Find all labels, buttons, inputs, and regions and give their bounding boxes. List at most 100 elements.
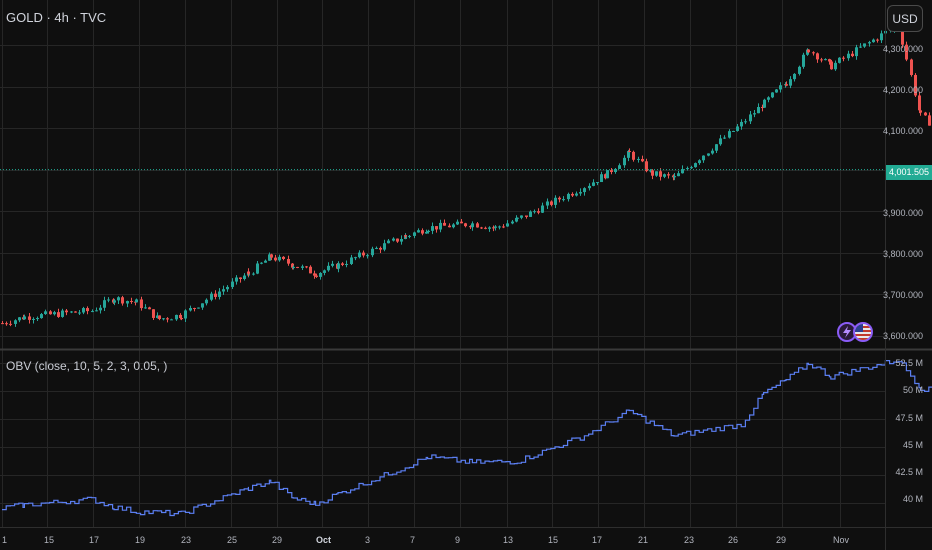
candle-body	[834, 62, 837, 70]
time-tick-label: 26	[728, 535, 739, 545]
candle-body	[694, 163, 697, 168]
candle-body	[404, 235, 407, 237]
currency-button[interactable]: USD	[887, 5, 923, 32]
candle-body	[851, 53, 854, 57]
candle-body	[830, 61, 833, 70]
candle-body	[554, 197, 557, 205]
time-tick-label: 17	[89, 535, 100, 545]
time-tick-label: 1	[2, 535, 8, 545]
price-candles	[1, 23, 931, 327]
candle-body	[350, 257, 353, 264]
candle-body	[383, 243, 386, 250]
candle-body	[193, 308, 196, 310]
candle-body	[270, 254, 273, 258]
candle-body	[723, 137, 726, 139]
candle-body	[464, 223, 467, 227]
candle-body	[40, 314, 43, 319]
candle-body	[57, 312, 60, 317]
candle-body	[583, 188, 586, 193]
price-tick-label: 4,100.000	[882, 126, 923, 136]
candle-body	[345, 263, 348, 265]
candle-body	[354, 257, 357, 259]
grid-lines	[0, 0, 885, 527]
candle-body	[541, 205, 544, 213]
candle-body	[152, 309, 155, 318]
time-tick-label: 29	[776, 535, 787, 545]
candle-body	[126, 301, 129, 304]
candle-body	[859, 46, 862, 48]
candle-body	[838, 57, 841, 63]
time-tick-label: 19	[135, 535, 146, 545]
candle-body	[681, 169, 684, 174]
candle-body	[91, 311, 94, 313]
candle-body	[863, 43, 866, 47]
candle-body	[175, 314, 178, 320]
candle-body	[197, 307, 200, 309]
candle-body	[511, 221, 514, 224]
candle-body	[812, 52, 815, 54]
candle-body	[802, 54, 805, 67]
candle-body	[214, 293, 217, 297]
obv-indicator-title[interactable]: OBV (close, 10, 5, 2, 3, 0.05, )	[6, 359, 168, 373]
candle-body	[533, 211, 536, 213]
candle-body	[166, 318, 169, 320]
candle-body	[880, 33, 883, 41]
candle-body	[313, 273, 316, 276]
candle-body	[435, 226, 438, 230]
candle-body	[421, 230, 424, 234]
candle-body	[728, 131, 731, 138]
candle-body	[763, 99, 766, 108]
candle-body	[99, 307, 102, 311]
candle-body	[520, 215, 523, 218]
us-flag-event-icon[interactable]	[853, 322, 873, 342]
candle-body	[592, 182, 595, 186]
candle-body	[667, 174, 670, 176]
candle-body	[600, 174, 603, 183]
candle-body	[78, 312, 81, 314]
candle-body	[506, 223, 509, 227]
candle-body	[637, 158, 640, 160]
candle-body	[558, 197, 561, 200]
candle-body	[753, 113, 756, 115]
candle-body	[65, 310, 68, 313]
candle-body	[719, 138, 722, 145]
candle-body	[28, 316, 31, 320]
candle-body	[170, 319, 173, 321]
candle-body	[618, 165, 621, 169]
candle-body	[623, 157, 626, 166]
candle-body	[711, 150, 714, 154]
time-tick-label: 23	[684, 535, 695, 545]
candle-body	[761, 107, 764, 109]
candle-body	[296, 266, 299, 268]
candle-body	[484, 227, 487, 229]
candle-body	[567, 193, 570, 200]
candle-body	[469, 226, 472, 228]
obv-tick-label: 50 M	[902, 385, 923, 395]
candle-body	[632, 151, 635, 160]
price-tick-label: 3,700.000	[882, 290, 923, 300]
candle-body	[439, 222, 442, 230]
candle-body	[627, 151, 630, 158]
candle-body	[287, 258, 290, 264]
candle-body	[847, 53, 850, 59]
candle-body	[274, 257, 277, 261]
candle-body	[18, 317, 21, 321]
lightning-glyph	[843, 326, 851, 338]
symbol-label[interactable]: GOLD · 4h · TVC	[6, 10, 107, 25]
candle-body	[494, 226, 497, 228]
candle-body	[707, 153, 710, 156]
candle-body	[905, 44, 908, 60]
candle-body	[588, 185, 591, 189]
candle-body	[408, 235, 411, 237]
candle-body	[744, 121, 747, 123]
candle-body	[117, 297, 120, 301]
candle-body	[358, 252, 361, 258]
time-tick-label: 9	[455, 535, 461, 545]
candle-body	[319, 272, 322, 277]
candle-body	[107, 299, 110, 301]
candle-body	[252, 273, 255, 275]
candle-body	[264, 260, 267, 263]
candle-body	[278, 256, 281, 261]
candle-body	[331, 263, 334, 266]
